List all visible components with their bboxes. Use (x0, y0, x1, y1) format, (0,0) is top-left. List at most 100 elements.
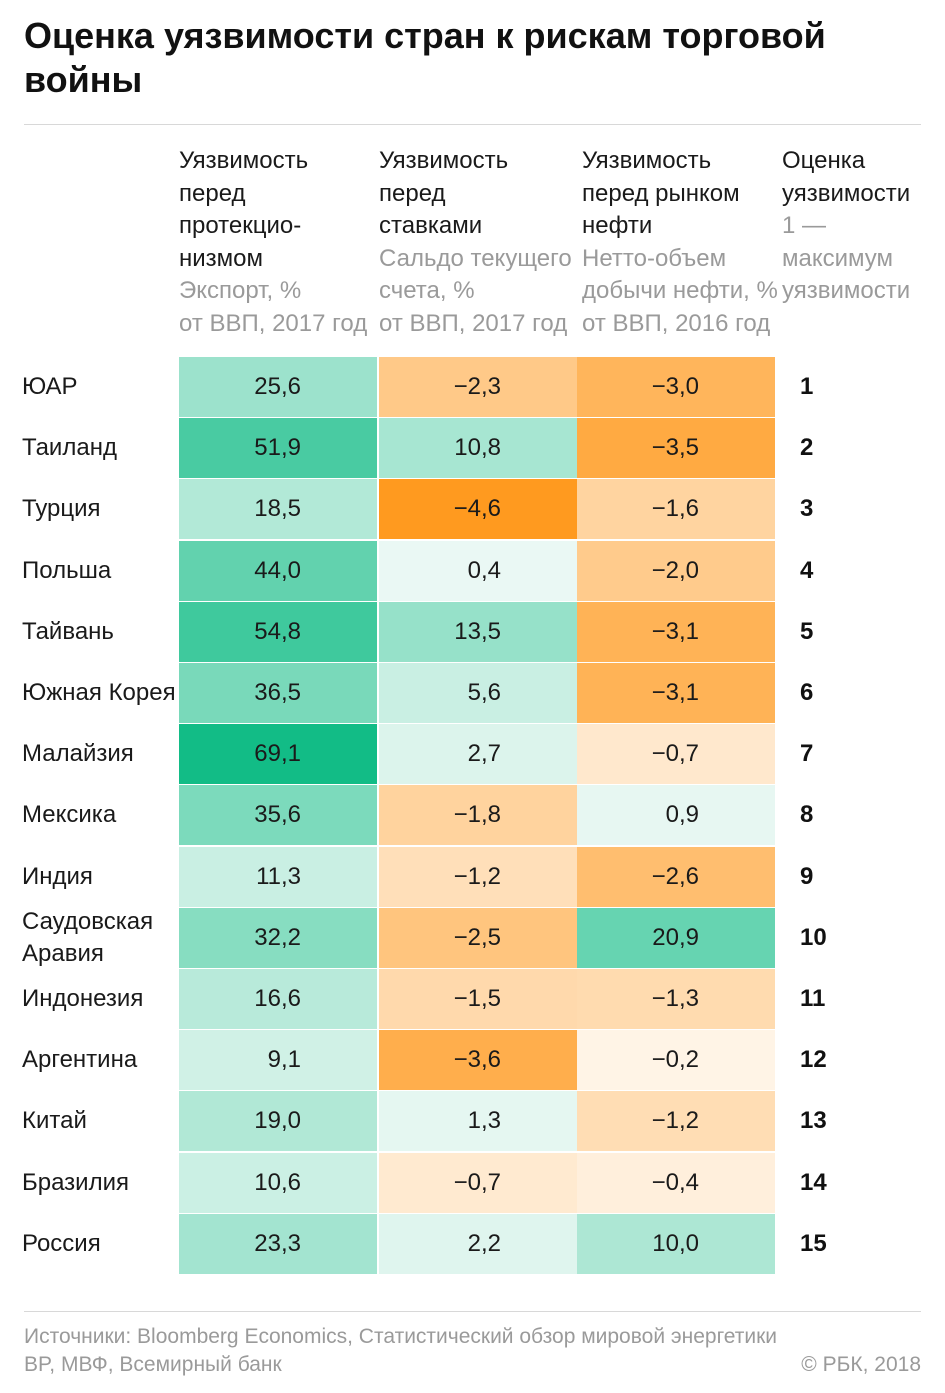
column-subheader-line: Сальдо текущего (379, 244, 572, 272)
rank-value: 6 (800, 679, 814, 706)
country-label: Турция (22, 495, 101, 523)
cell-current-account: 10,8 (379, 418, 577, 479)
cell-current-account: −2,3 (379, 357, 577, 417)
country-label: ЮАР (22, 373, 78, 400)
rank-value: 8 (800, 801, 814, 829)
country-label: Бразилия (22, 1168, 129, 1196)
column-header-rank: Оценка уязвимости 1 — максимум уязвимост… (782, 145, 932, 308)
column-header-line: Оценка (782, 147, 866, 174)
cell-export: 11,3 (179, 846, 377, 907)
country-label: Таиланд (22, 434, 117, 462)
cell-export: 19,0 (179, 1091, 377, 1152)
cell-export: 32,2 (179, 907, 377, 968)
cell-current-account: −1,5 (379, 969, 577, 1029)
column-header-line: перед рынком (582, 179, 740, 207)
cell-current-account: −1,2 (379, 846, 577, 907)
cell-oil: −0,7 (577, 724, 775, 785)
rank-value: 7 (800, 740, 814, 768)
cell-oil: −3,5 (577, 418, 775, 479)
cell-export: 23,3 (179, 1213, 377, 1274)
chart-title: Оценка уязвимости стран к рискам торгово… (24, 15, 826, 100)
column-header-line: Уязвимость (379, 147, 509, 174)
cell-export: 44,0 (179, 540, 377, 601)
rank-value: 4 (800, 556, 814, 584)
cell-export: 54,8 (179, 601, 377, 662)
rank-value: 3 (800, 495, 814, 523)
cell-oil: 20,9 (577, 907, 775, 968)
country-label: Аргентина (22, 1046, 138, 1074)
bottom-divider (24, 1311, 921, 1312)
country-label: Индонезия (22, 985, 144, 1012)
cell-current-account: −2,5 (379, 907, 577, 968)
rank-value: 10 (800, 923, 827, 951)
cell-current-account: 0,4 (379, 540, 577, 601)
rank-value: 9 (800, 862, 814, 890)
cell-oil: −2,6 (577, 846, 775, 907)
cell-current-account: 2,2 (379, 1213, 577, 1274)
column-header-line: нефти (582, 212, 653, 239)
cell-export: 16,6 (179, 969, 377, 1029)
column-header-line: перед (379, 179, 446, 207)
cell-oil: −3,0 (577, 357, 775, 417)
column-subheader-line: Нетто-объем (582, 244, 727, 272)
country-label: Китай (22, 1107, 87, 1135)
country-label: Мексика (22, 801, 117, 829)
column-subheader-line: добычи нефти, % (582, 277, 778, 304)
cell-oil: −3,1 (577, 601, 775, 662)
column-subheader-line: Экспорт, % (179, 277, 302, 304)
cell-current-account: 1,3 (379, 1091, 577, 1152)
column-subheader-line: от ВВП, 2017 год (179, 309, 368, 337)
cell-current-account: 5,6 (379, 663, 577, 723)
rank-value: 1 (800, 373, 814, 400)
country-label: Саудовская Аравия (22, 907, 154, 967)
country-label: Малайзия (22, 740, 134, 768)
cell-export: 9,1 (179, 1030, 377, 1091)
cell-oil: −2,0 (577, 540, 775, 601)
cell-export: 69,1 (179, 724, 377, 785)
cell-oil: 10,0 (577, 1213, 775, 1274)
cell-oil: −1,2 (577, 1091, 775, 1152)
cell-current-account: 2,7 (379, 724, 577, 785)
cell-current-account: −3,6 (379, 1030, 577, 1091)
cell-export: 36,5 (179, 663, 377, 723)
country-label: Индия (22, 862, 93, 890)
rank-value: 2 (800, 434, 814, 462)
country-label: Россия (22, 1229, 101, 1257)
cell-current-account: −1,8 (379, 785, 577, 846)
column-header-protectionism: Уязвимость перед протекцио- низмом Экспо… (179, 145, 375, 340)
cell-export: 18,5 (179, 479, 377, 540)
cell-current-account: −4,6 (379, 479, 577, 540)
column-header-line: Уязвимость (582, 147, 712, 174)
country-label: Южная Корея (22, 679, 176, 706)
column-header-line: ставками (379, 212, 483, 239)
cell-oil: 0,9 (577, 785, 775, 846)
cell-export: 51,9 (179, 418, 377, 479)
column-subheader-line: от ВВП, 2017 год (379, 309, 568, 337)
cell-oil: −0,4 (577, 1152, 775, 1213)
cell-export: 25,6 (179, 357, 377, 417)
column-subheader-line: от ВВП, 2016 год (582, 309, 771, 337)
cell-oil: −0,2 (577, 1030, 775, 1091)
column-header-line: низмом (179, 244, 264, 272)
column-header-line: протекцио- (179, 212, 302, 239)
column-header-line: перед (179, 179, 246, 207)
source-note: Источники: Bloomberg Economics, Статисти… (24, 1325, 778, 1376)
column-header-line: уязвимости (782, 179, 911, 207)
copyright: © РБК, 2018 (801, 1353, 921, 1376)
cell-export: 10,6 (179, 1152, 377, 1213)
rank-value: 15 (800, 1229, 827, 1257)
cell-oil: −3,1 (577, 663, 775, 723)
rank-value: 11 (800, 985, 826, 1012)
column-subheader-line: максимум (782, 244, 894, 272)
cell-oil: −1,3 (577, 969, 775, 1029)
rank-value: 13 (800, 1107, 827, 1135)
country-label: Тайвань (22, 617, 114, 645)
column-header-rates: Уязвимость перед ставками Сальдо текущег… (379, 145, 575, 340)
top-divider (24, 124, 921, 125)
column-header-oil: Уязвимость перед рынком нефти Нетто-объе… (582, 145, 778, 340)
rank-value: 14 (800, 1168, 827, 1196)
cell-current-account: 13,5 (379, 601, 577, 662)
column-subheader-line: счета, % (379, 277, 475, 304)
column-subheader-line: 1 — (782, 212, 827, 239)
rank-value: 5 (800, 617, 814, 645)
